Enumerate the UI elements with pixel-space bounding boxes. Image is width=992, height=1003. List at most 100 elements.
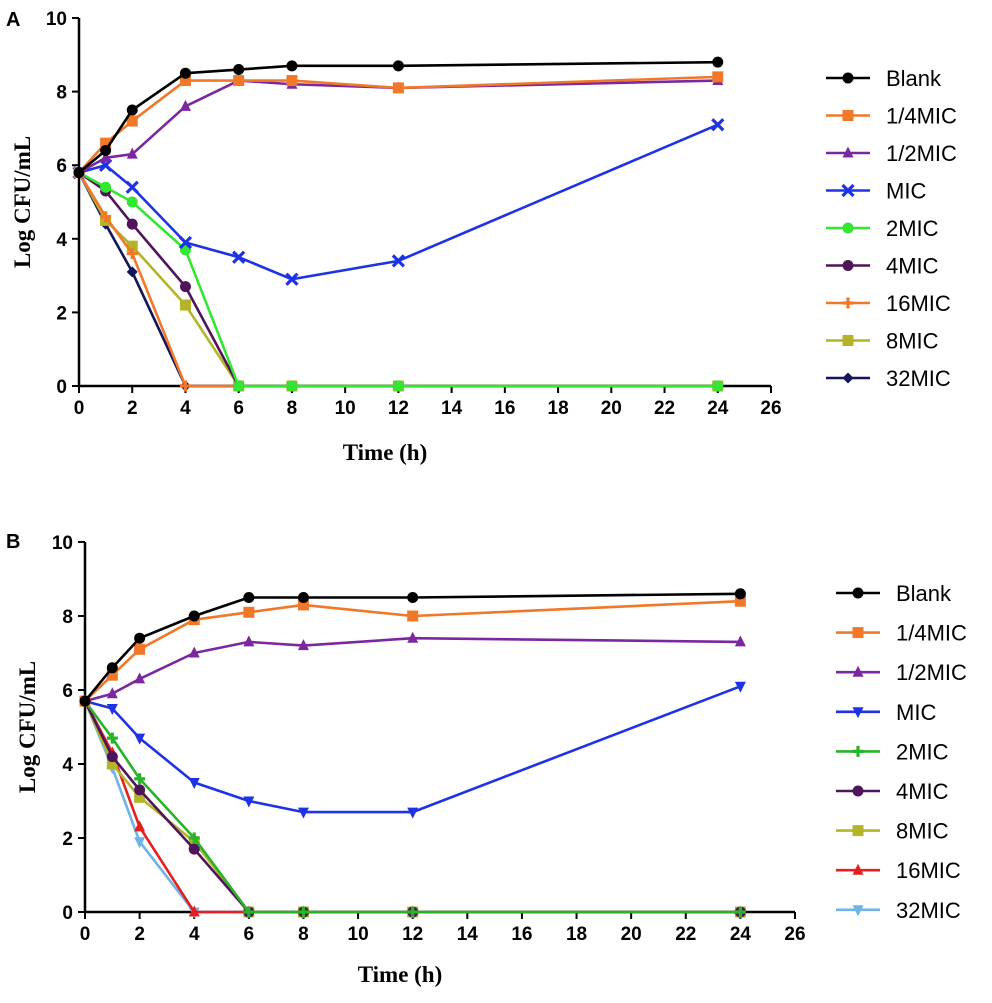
series-line [78, 123, 719, 281]
y-tick-label: 0 [62, 903, 73, 924]
data-point [106, 732, 118, 744]
legend-marker [852, 707, 864, 719]
x-axis-title: Time (h) [358, 962, 443, 987]
legend-item: 16MIC [836, 858, 961, 883]
legend-label: 1/2MIC [886, 141, 957, 166]
data-point [134, 791, 146, 803]
legend-label: 32MIC [896, 898, 961, 923]
legend-item: 32MIC [836, 898, 961, 923]
legend-label: 2MIC [896, 739, 949, 764]
legend-label: 32MIC [886, 366, 951, 391]
data-point [407, 631, 419, 643]
data-point [407, 592, 419, 603]
legend-label: 1/4MIC [886, 104, 957, 129]
series-line [83, 592, 741, 702]
legend-item: 2MIC [836, 739, 949, 764]
x-tick-label: 0 [80, 924, 91, 945]
series-32mic [73, 167, 724, 392]
series-mic [79, 681, 746, 819]
legend-marker [842, 335, 854, 346]
legend-marker [852, 785, 864, 797]
data-point [734, 595, 746, 607]
data-point [100, 151, 112, 163]
legend-item: 1/4MIC [836, 621, 967, 646]
legend-item: 8MIC [826, 329, 939, 354]
series-line [83, 700, 741, 914]
data-point [407, 610, 419, 622]
legend-marker [852, 863, 864, 875]
series-blank [79, 588, 746, 707]
series-line [77, 171, 718, 388]
data-point [178, 235, 193, 250]
series-line [83, 700, 741, 914]
x-tick-label: 2 [127, 398, 138, 419]
x-tick-label: 8 [287, 398, 298, 419]
x-tick-label: 0 [74, 398, 85, 419]
data-point [179, 299, 191, 311]
data-point [134, 784, 146, 796]
data-point [297, 807, 309, 819]
series-line [78, 171, 718, 388]
data-point [297, 599, 309, 611]
data-point [297, 592, 309, 603]
data-point [188, 905, 200, 917]
series-1-4mic [73, 71, 724, 179]
x-tick-label: 6 [233, 398, 244, 419]
data-point [125, 180, 139, 194]
legend-label: Blank [886, 66, 942, 91]
data-point [126, 104, 138, 116]
data-point [734, 635, 746, 647]
x-tick-label: 10 [335, 398, 356, 419]
x-tick-label: 22 [675, 924, 696, 945]
y-tick-label: 10 [46, 9, 67, 30]
legend-label: MIC [886, 179, 926, 204]
data-point [243, 635, 255, 647]
data-point [297, 906, 309, 918]
series-line [78, 79, 718, 174]
legend-item: 1/2MIC [836, 660, 967, 685]
data-point [126, 196, 138, 208]
data-point [712, 56, 724, 68]
x-tick-label: 24 [707, 398, 729, 419]
data-point [285, 272, 299, 286]
series-8mic [79, 695, 746, 918]
y-tick-label: 4 [62, 755, 73, 776]
series-line [77, 171, 718, 388]
data-point [233, 64, 245, 76]
series-1-4mic [79, 595, 746, 707]
data-point [297, 639, 309, 651]
legend-marker [841, 183, 855, 198]
legend-item: Blank [826, 66, 942, 91]
legend: Blank 1/4MIC 1/2MIC MIC 2MIC 4MIC 16MIC 8MIC 32M… [826, 66, 957, 391]
data-point [106, 751, 118, 763]
x-tick-label: 24 [730, 924, 752, 945]
series-line [83, 700, 741, 914]
data-point [106, 758, 118, 770]
data-point [106, 687, 118, 699]
legend-label: 16MIC [886, 291, 951, 316]
y-tick-label: 4 [56, 230, 67, 251]
series-32mic [79, 696, 746, 919]
data-point [100, 211, 112, 223]
series-4mic [79, 695, 746, 918]
data-point [188, 610, 200, 622]
data-point [243, 592, 255, 603]
y-tick-label: 2 [56, 303, 67, 324]
legend-label: 16MIC [896, 858, 961, 883]
legend-label: 1/4MIC [896, 621, 967, 646]
data-point [134, 672, 146, 684]
data-point [179, 99, 191, 111]
series-line [78, 60, 718, 174]
data-point [407, 807, 419, 819]
legend: Blank 1/4MIC 1/2MIC MIC 2MIC 4MIC 8MIC 16MIC 32M… [836, 581, 967, 923]
legend-label: 8MIC [896, 819, 949, 844]
series-line [78, 171, 718, 388]
legend-marker [842, 146, 854, 158]
y-tick-label: 8 [62, 607, 73, 628]
x-tick-label: 4 [189, 924, 200, 945]
legend-label: 4MIC [896, 779, 949, 804]
legend-marker [852, 627, 864, 639]
y-axis-title: Log CFU/mL [10, 136, 35, 268]
